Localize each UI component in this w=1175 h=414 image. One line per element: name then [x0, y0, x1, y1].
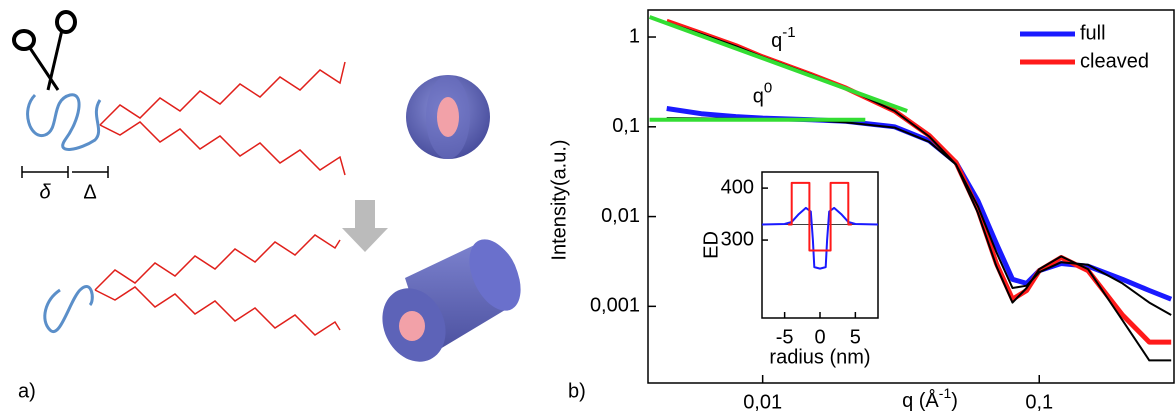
inset-y-axis-label: ED — [700, 231, 722, 259]
x-axis-label-base: q (Å — [902, 389, 939, 412]
x-tick-label: -5 — [776, 326, 794, 348]
cylinder-micelle — [382, 239, 521, 362]
brackets — [21, 166, 109, 178]
x-axis-label-end: ) — [951, 390, 958, 412]
guide-label-base: q — [771, 30, 782, 52]
y-tick-label: 1 — [629, 25, 640, 47]
panel-label: b) — [568, 380, 586, 402]
plot-area — [648, 15, 1173, 362]
polymer-coil — [26, 93, 102, 334]
scissors-icon — [12, 10, 77, 91]
guide-label-base: q — [753, 86, 764, 108]
y-tick-label: 0,01 — [601, 205, 640, 227]
plot-frame — [761, 171, 879, 319]
sphere-core — [437, 97, 459, 137]
y-tick-label: 0,001 — [590, 295, 640, 317]
guide-label: q-1 — [771, 24, 795, 52]
legend-label: cleaved — [1080, 50, 1149, 72]
fit-line — [788, 181, 852, 252]
plot-area — [762, 181, 878, 270]
legend-label: full — [1080, 22, 1106, 44]
plot-frame — [647, 9, 1175, 384]
x-axis-label: q (Å-1) — [902, 385, 958, 413]
guide-label-exponent: -1 — [782, 24, 795, 41]
x-tick-label: 0,01 — [743, 391, 782, 413]
guide-label-exponent: 0 — [764, 80, 772, 97]
guide-label: q0 — [753, 80, 772, 108]
schematic: δ Δ a) — [12, 10, 521, 402]
x-tick-label: 0,1 — [1025, 391, 1053, 413]
x-tick-label: 5 — [850, 326, 861, 348]
inset-x-axis-label: radius (nm) — [769, 346, 870, 368]
panel-label: a) — [18, 380, 36, 402]
delta-small-label: δ — [39, 181, 51, 203]
arrow — [342, 200, 388, 252]
x-tick-label: 0 — [814, 326, 825, 348]
x-axis-label-exponent: -1 — [939, 385, 952, 401]
delta-large-label: Δ — [83, 181, 96, 203]
y-tick-label: 400 — [721, 176, 754, 198]
fit-line — [762, 206, 878, 270]
y-tick-label: 300 — [721, 228, 754, 250]
alkyl-chains — [94, 61, 346, 336]
y-tick-label: 0,1 — [612, 115, 640, 137]
y-axis-label: Intensity(a.u.) — [548, 139, 570, 260]
guide-line — [648, 15, 908, 113]
